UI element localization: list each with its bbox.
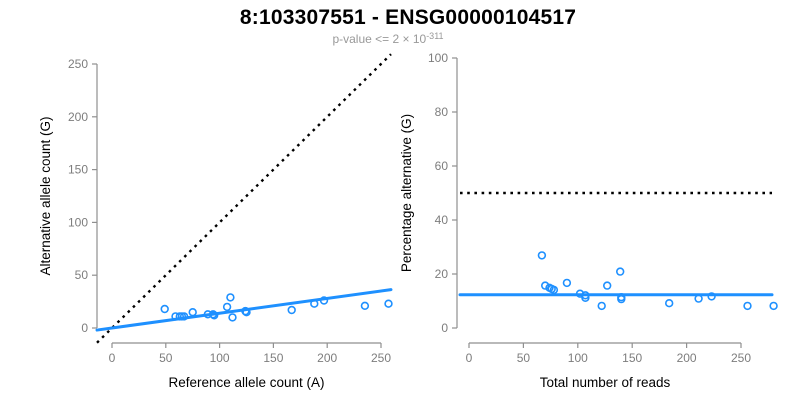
data-point [222, 302, 232, 312]
y-tick-label: 80 [435, 105, 449, 119]
x-tick-label: 250 [731, 351, 751, 365]
identity-line [96, 53, 392, 344]
data-point [188, 308, 197, 317]
pvalue-text: p-value <= 2 × 10 [332, 32, 427, 46]
y-tick-label: 250 [68, 57, 88, 71]
y-tick-label: 20 [435, 267, 449, 281]
x-tick-label: 0 [109, 351, 116, 365]
x-tick-label: 0 [466, 351, 473, 365]
data-point [287, 305, 296, 315]
x-tick-label: 150 [263, 351, 283, 365]
data-point [319, 296, 329, 305]
x-tick-label: 50 [517, 351, 531, 365]
data-point [210, 311, 219, 320]
data-point [581, 293, 590, 302]
data-point [615, 267, 625, 276]
figure-title: 8:103307551 - ENSG00000104517 [239, 6, 577, 29]
y-tick-label: 50 [75, 268, 89, 282]
data-point [242, 308, 251, 317]
x-tick-label: 200 [677, 351, 697, 365]
data-point [549, 285, 559, 295]
data-point [228, 313, 237, 322]
y-axis-title: Percentage alternative (G) [399, 114, 414, 272]
data-point [179, 312, 189, 321]
data-point [707, 292, 716, 301]
y-axis-title: Alternative allele count (G) [38, 116, 53, 275]
data-point [226, 293, 235, 302]
data-point [581, 291, 590, 300]
x-tick-label: 150 [622, 351, 642, 365]
y-tick-label: 0 [81, 321, 88, 335]
data-point [617, 294, 626, 304]
data-point [540, 281, 550, 290]
data-point [562, 278, 572, 288]
x-axis-title: Reference allele count (A) [168, 375, 324, 390]
data-point [743, 301, 752, 311]
x-tick-label: 200 [317, 351, 337, 365]
data-point [310, 299, 319, 308]
data-point [694, 294, 703, 303]
y-tick-label: 60 [435, 159, 449, 173]
x-tick-label: 50 [159, 351, 173, 365]
data-point [575, 289, 585, 298]
y-tick-label: 40 [435, 213, 449, 227]
x-axis-title: Total number of reads [540, 375, 671, 390]
data-point [664, 299, 674, 308]
data-point [360, 301, 370, 310]
data-point [769, 301, 778, 311]
x-tick-label: 100 [568, 351, 588, 365]
x-tick-label: 250 [371, 351, 391, 365]
figure-subtitle: p-value <= 2 × 10-311 [0, 31, 776, 46]
data-point [537, 251, 547, 260]
y-tick-label: 0 [441, 321, 448, 335]
x-tick-label: 100 [210, 351, 230, 365]
data-point [208, 310, 218, 319]
pvalue-exponent: -311 [426, 31, 444, 41]
data-point [597, 301, 606, 311]
data-point [241, 306, 250, 316]
y-tick-label: 100 [68, 215, 88, 229]
data-point [384, 299, 393, 308]
data-point [160, 304, 169, 314]
y-tick-label: 100 [428, 51, 448, 65]
y-tick-label: 200 [68, 110, 88, 124]
data-point [602, 281, 612, 290]
y-tick-label: 150 [68, 163, 88, 177]
